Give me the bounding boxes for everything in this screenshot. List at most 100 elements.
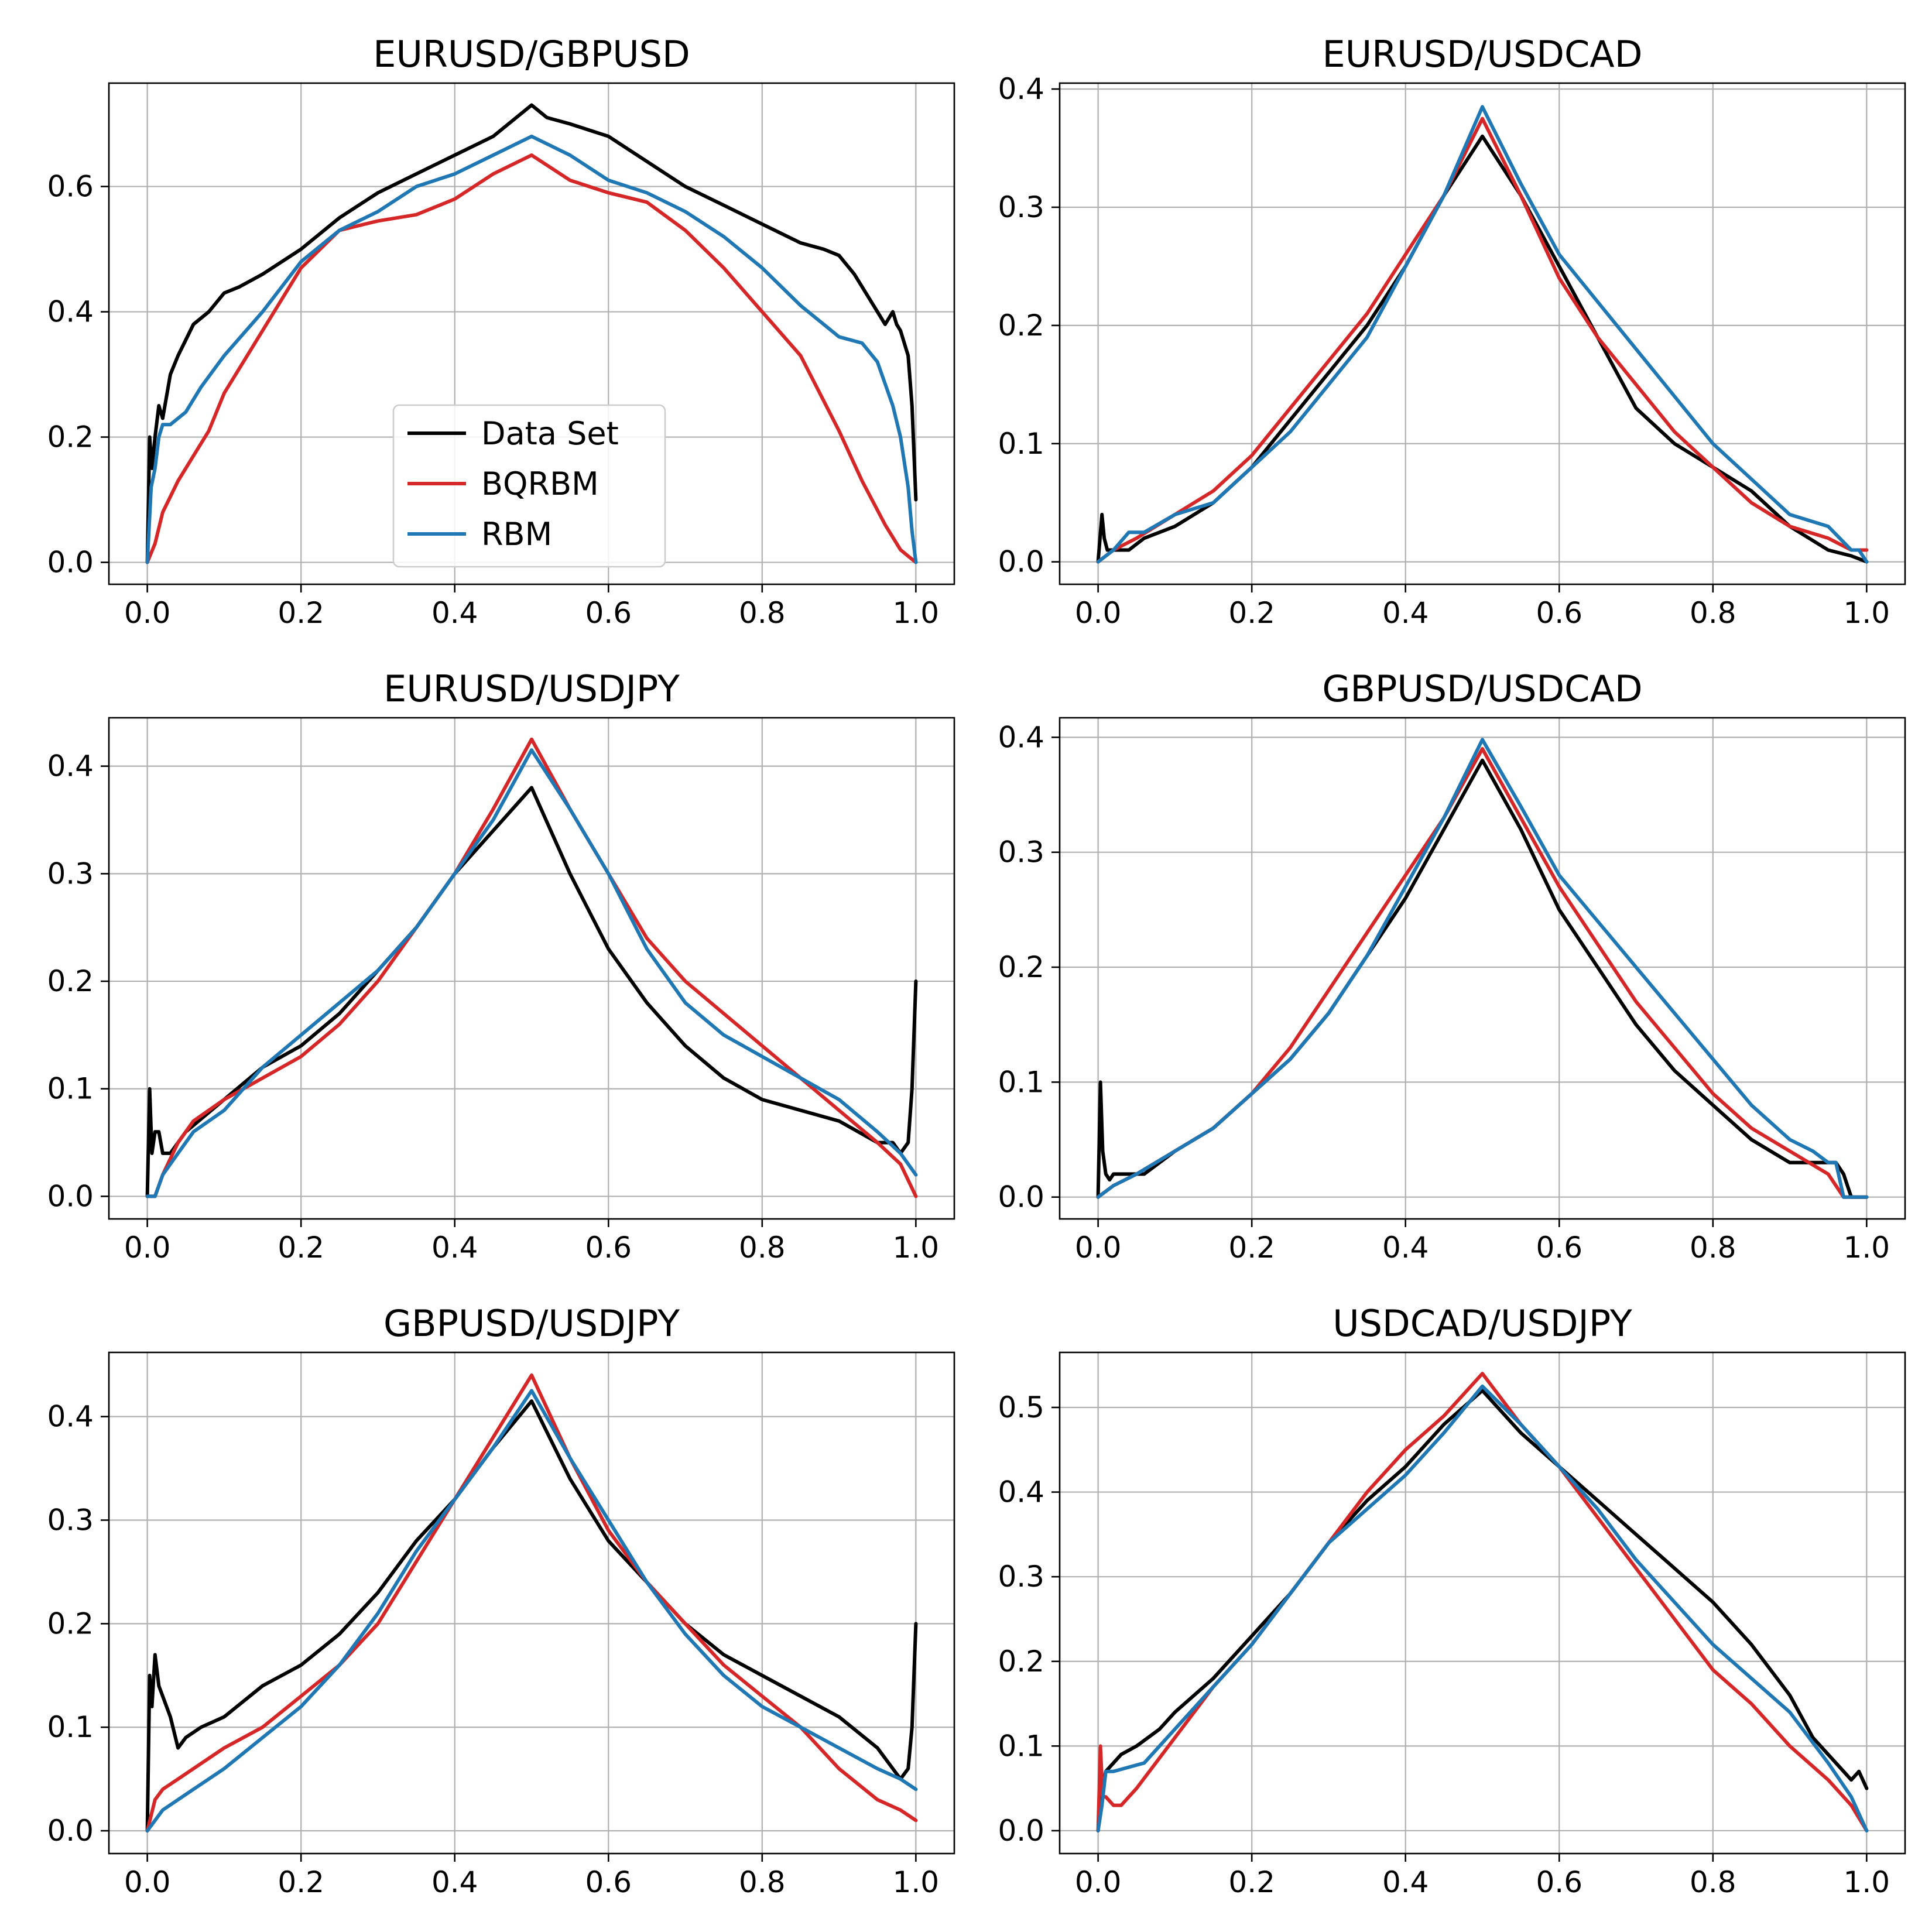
y-tick-label: 0.0 [47, 1179, 94, 1213]
x-tick-label: 0.4 [1382, 1231, 1429, 1265]
y-tick-label: 0.4 [47, 1400, 94, 1434]
grid [109, 1352, 954, 1854]
series-group [145, 103, 918, 564]
axes-frame [108, 717, 955, 1220]
axes-frame [1059, 717, 1906, 1220]
series-group [1096, 1372, 1869, 1832]
x-tick-label: 0.6 [585, 1231, 632, 1265]
legend-label-data-set: Data Set [481, 415, 619, 452]
x-tick-label: 1.0 [893, 596, 940, 630]
series-group [1096, 105, 1869, 564]
panel-title: GBPUSD/USDCAD [1322, 667, 1642, 710]
legend: Data Set BQRBM RBM [392, 404, 666, 568]
subplot-eurusd-usdjpy: EURUSD/USDJPY 0.0 0.2 0.4 0.6 0.8 1.0 0.0 0.1 0.2… [47, 667, 955, 1265]
x-tick-label: 0.6 [585, 1865, 632, 1899]
x-tick-label: 0.0 [1075, 1231, 1122, 1265]
x-tick-label: 0.2 [1228, 1865, 1275, 1899]
series-line-data-set [145, 103, 918, 564]
x-tick-label: 0.2 [278, 1231, 324, 1265]
series-line-bqrbm [1096, 1372, 1869, 1832]
y-tick-label: 0.0 [998, 1180, 1044, 1214]
panel-title: USDCAD/USDJPY [1332, 1302, 1632, 1345]
y-tick-label: 0.4 [47, 295, 94, 329]
x-tick-label: 0.0 [124, 596, 171, 630]
legend-label-bqrbm: BQRBM [481, 465, 599, 502]
series-line-data-set [145, 786, 918, 1198]
y-tick-label: 0.0 [47, 546, 94, 580]
series-group [145, 1373, 918, 1833]
series-line-rbm [1096, 1384, 1869, 1832]
y-tick-label: 0.2 [47, 420, 94, 454]
subplot-eurusd-gbpusd: EURUSD/GBPUSD 0.0 0.2 0.4 0.6 0.8 1.0 0.0 0.2 0.4… [47, 33, 955, 630]
x-tick-label: 1.0 [1844, 1231, 1890, 1265]
grid [109, 718, 954, 1219]
x-tick-label: 1.0 [893, 1231, 940, 1265]
x-tick-label: 0.2 [278, 596, 324, 630]
axes-frame [108, 1351, 955, 1855]
panel-title: EURUSD/USDCAD [1323, 33, 1643, 76]
x-tick-label: 0.2 [278, 1865, 324, 1899]
y-tick-label: 0.3 [998, 190, 1044, 224]
x-tick-label: 0.6 [1536, 1231, 1583, 1265]
x-tick-label: 1.0 [1844, 1865, 1890, 1899]
series-group [145, 737, 918, 1198]
series-line-bqrbm [1096, 117, 1869, 564]
series-line-data-set [145, 1399, 918, 1833]
y-tick-label: 0.1 [47, 1072, 94, 1106]
y-tick-label: 0.3 [47, 857, 94, 890]
axes-frame [1059, 1351, 1906, 1855]
series-line-rbm [1096, 738, 1869, 1199]
y-tick-label: 0.1 [47, 1710, 94, 1744]
legend-label-rbm: RBM [481, 516, 552, 553]
grid [1060, 83, 1905, 584]
legend-box [392, 404, 666, 568]
x-tick-label: 0.6 [1536, 596, 1583, 630]
x-tick-label: 0.0 [124, 1865, 171, 1899]
y-tick-label: 0.4 [998, 1475, 1044, 1509]
y-tick-label: 0.2 [998, 1645, 1044, 1678]
series-line-data-set [1096, 758, 1869, 1199]
y-tick-label: 0.1 [998, 1065, 1044, 1099]
y-tick-label: 0.2 [47, 964, 94, 998]
y-tick-label: 0.3 [998, 1560, 1044, 1594]
y-tick-label: 0.1 [998, 427, 1044, 461]
y-tick-label: 0.0 [998, 1814, 1044, 1848]
series-line-rbm [145, 748, 918, 1198]
y-tick-label: 0.6 [47, 170, 94, 204]
x-tick-label: 0.6 [585, 596, 632, 630]
series-group [1096, 738, 1869, 1199]
x-tick-label: 1.0 [1844, 596, 1890, 630]
x-tick-label: 0.8 [1690, 1865, 1736, 1899]
x-tick-label: 0.8 [739, 1231, 786, 1265]
panel-title: GBPUSD/USDJPY [383, 1302, 680, 1345]
y-tick-label: 0.0 [47, 1814, 94, 1848]
x-tick-label: 0.4 [431, 1231, 478, 1265]
x-tick-label: 0.4 [1382, 596, 1429, 630]
y-tick-label: 0.3 [47, 1503, 94, 1537]
x-tick-label: 0.4 [431, 596, 478, 630]
grid [1060, 718, 1905, 1219]
x-tick-label: 0.8 [739, 1865, 786, 1899]
x-tick-label: 0.2 [1228, 1231, 1275, 1265]
y-tick-label: 0.1 [998, 1729, 1044, 1763]
y-tick-label: 0.4 [47, 749, 94, 783]
x-tick-label: 1.0 [893, 1865, 940, 1899]
x-tick-label: 0.0 [1075, 596, 1122, 630]
subplot-gbpusd-usdjpy: GBPUSD/USDJPY 0.0 0.2 0.4 0.6 0.8 1.0 0.0 0.1 0.2… [47, 1302, 955, 1899]
series-line-rbm [1096, 105, 1869, 564]
y-tick-label: 0.5 [998, 1390, 1044, 1424]
x-tick-label: 0.0 [1075, 1865, 1122, 1899]
subplot-usdcad-usdjpy: USDCAD/USDJPY 0.0 0.2 0.4 0.6 0.8 1.0 0.0 0.1 0.2… [998, 1302, 1906, 1899]
grid [1060, 1352, 1905, 1854]
y-tick-label: 0.2 [998, 950, 1044, 984]
subplot-grid: EURUSD/GBPUSD 0.0 0.2 0.4 0.6 0.8 1.0 0.0 0.2 0.4… [47, 33, 1906, 1899]
panel-title: EURUSD/GBPUSD [373, 33, 690, 76]
x-tick-label: 0.2 [1228, 596, 1275, 630]
series-line-bqrbm [145, 153, 918, 564]
y-tick-label: 0.4 [998, 720, 1044, 754]
y-tick-label: 0.2 [47, 1606, 94, 1640]
series-line-data-set [1096, 134, 1869, 564]
x-tick-label: 0.8 [1690, 596, 1736, 630]
axes-frame [1059, 82, 1906, 585]
series-line-rbm [145, 1389, 918, 1833]
